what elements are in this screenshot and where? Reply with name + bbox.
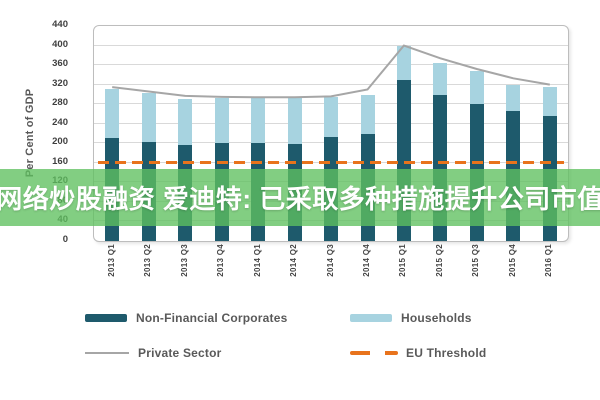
banner-overlay: 网络炒股融资 爱迪特: 已采取多种措施提升公司市值: [0, 169, 600, 226]
legend-row-2: Private Sector EU Threshold: [85, 341, 565, 365]
x-tick-label: 2015 Q1: [398, 244, 408, 277]
legend-label: Households: [401, 311, 472, 325]
gridline: [94, 64, 568, 66]
x-tick-slot: 2016 Q1: [531, 244, 567, 298]
y-tick-label: 360: [52, 58, 68, 70]
y-tick-label: 0: [62, 234, 68, 245]
x-tick-slot: 2015 Q4: [494, 244, 530, 298]
households-segment: [214, 97, 229, 144]
banner-background: [0, 169, 600, 226]
legend-item-eu-threshold: EU Threshold: [350, 346, 486, 360]
households-segment: [433, 62, 448, 96]
x-tick-label: 2013 Q4: [216, 244, 226, 277]
households-segment: [287, 97, 302, 145]
gridline: [94, 44, 568, 46]
legend-item-households: Households: [350, 311, 472, 325]
x-tick-slot: 2013 Q4: [202, 244, 238, 298]
x-tick-slot: 2014 Q3: [312, 244, 348, 298]
x-tick-label: 2015 Q2: [434, 244, 444, 277]
households-segment: [324, 96, 339, 138]
eu-threshold-dash-swatch: [350, 351, 398, 355]
x-tick-label: 2014 Q2: [289, 244, 299, 277]
x-tick-slot: 2015 Q2: [421, 244, 457, 298]
legend-row-1: Non-Financial Corporates Households: [85, 306, 565, 330]
y-axis-title: Per Cent of GDP: [24, 88, 36, 178]
households-segment: [469, 70, 484, 105]
legend-item-private-sector: Private Sector: [85, 346, 350, 360]
x-tick-slot: 2014 Q1: [239, 244, 275, 298]
legend-label: EU Threshold: [406, 346, 487, 360]
eu-threshold-line: [98, 161, 564, 165]
x-tick-slot: 2015 Q1: [385, 244, 421, 298]
x-tick-label: 2016 Q1: [544, 244, 554, 277]
gridline: [94, 83, 568, 85]
households-segment: [506, 85, 521, 112]
x-axis-labels: 2013 Q1 2013 Q2 2013 Q3 2013 Q4 2014 Q1 2014 …: [93, 244, 567, 298]
legend-label: Private Sector: [138, 346, 222, 360]
x-tick-slot: 2013 Q2: [129, 244, 165, 298]
households-segment: [141, 93, 156, 143]
households-segment: [396, 45, 411, 80]
legend-label: Non-Financial Corporates: [136, 311, 288, 325]
y-tick-label: 400: [52, 38, 68, 50]
x-tick-slot: 2014 Q2: [275, 244, 311, 298]
y-tick-label: 280: [52, 97, 68, 109]
banner-headline[interactable]: 网络炒股融资 爱迪特: 已采取多种措施提升公司市值: [0, 184, 600, 214]
x-tick-label: 2015 Q3: [471, 244, 481, 277]
households-segment: [251, 97, 266, 144]
x-tick-label: 2013 Q2: [143, 244, 153, 277]
y-tick-label: 240: [52, 116, 68, 128]
legend: Non-Financial Corporates Households Priv…: [85, 306, 565, 376]
y-tick-label: 160: [52, 155, 68, 167]
x-tick-slot: 2014 Q4: [348, 244, 384, 298]
households-swatch: [350, 314, 392, 322]
y-tick-label: 200: [52, 136, 68, 148]
x-tick-label: 2013 Q1: [106, 244, 116, 277]
private-sector-line-swatch: [85, 352, 129, 354]
households-segment: [360, 95, 375, 135]
non-financial-corporates-swatch: [85, 314, 127, 322]
x-tick-slot: 2013 Q1: [93, 244, 129, 298]
x-tick-label: 2014 Q3: [325, 244, 335, 277]
x-tick-label: 2015 Q4: [507, 244, 517, 277]
households-segment: [178, 98, 193, 146]
x-tick-label: 2014 Q4: [362, 244, 372, 277]
y-tick-label: 320: [52, 77, 68, 89]
x-tick-slot: 2013 Q3: [166, 244, 202, 298]
households-segment: [105, 88, 120, 139]
legend-item-non-financial-corporates: Non-Financial Corporates: [85, 311, 350, 325]
households-segment: [542, 86, 557, 116]
private-sector-line: [112, 44, 550, 99]
x-tick-slot: 2015 Q3: [458, 244, 494, 298]
x-tick-label: 2013 Q3: [179, 244, 189, 277]
x-tick-label: 2014 Q1: [252, 244, 262, 277]
y-tick-label: 440: [52, 19, 68, 30]
